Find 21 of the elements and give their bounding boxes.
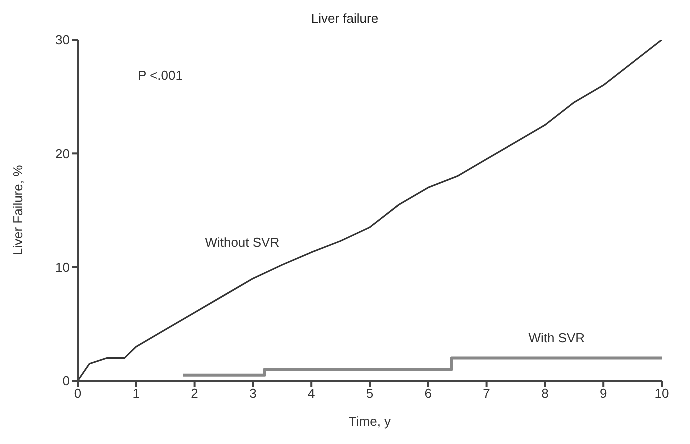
series-label: With SVR	[528, 330, 586, 346]
x-tick-label: 1	[132, 386, 140, 402]
y-axis-title: Liver Failure, %	[10, 164, 26, 256]
x-tick-label: 0	[74, 386, 82, 402]
x-tick-label: 4	[308, 386, 316, 402]
y-tick-label: 10	[56, 260, 70, 275]
x-tick-label: 9	[600, 386, 608, 402]
series-label: Without SVR	[205, 235, 280, 250]
x-tick-label: 3	[250, 386, 257, 402]
y-tick-label: 20	[56, 146, 70, 162]
x-tick-label: 6	[424, 386, 432, 402]
x-tick-label: 8	[542, 386, 549, 402]
x-tick-label: 5	[366, 386, 374, 402]
x-tick-label: 2	[191, 386, 198, 402]
x-tick-label: 10	[654, 386, 670, 402]
chart-title: Liver failure	[310, 10, 380, 28]
x-axis-title: Time, y	[348, 414, 392, 429]
y-tick-label: 0	[62, 374, 70, 389]
y-tick-label: 30	[56, 32, 70, 48]
annotation: P <.001	[138, 68, 183, 83]
x-tick-label: 7	[483, 386, 490, 402]
